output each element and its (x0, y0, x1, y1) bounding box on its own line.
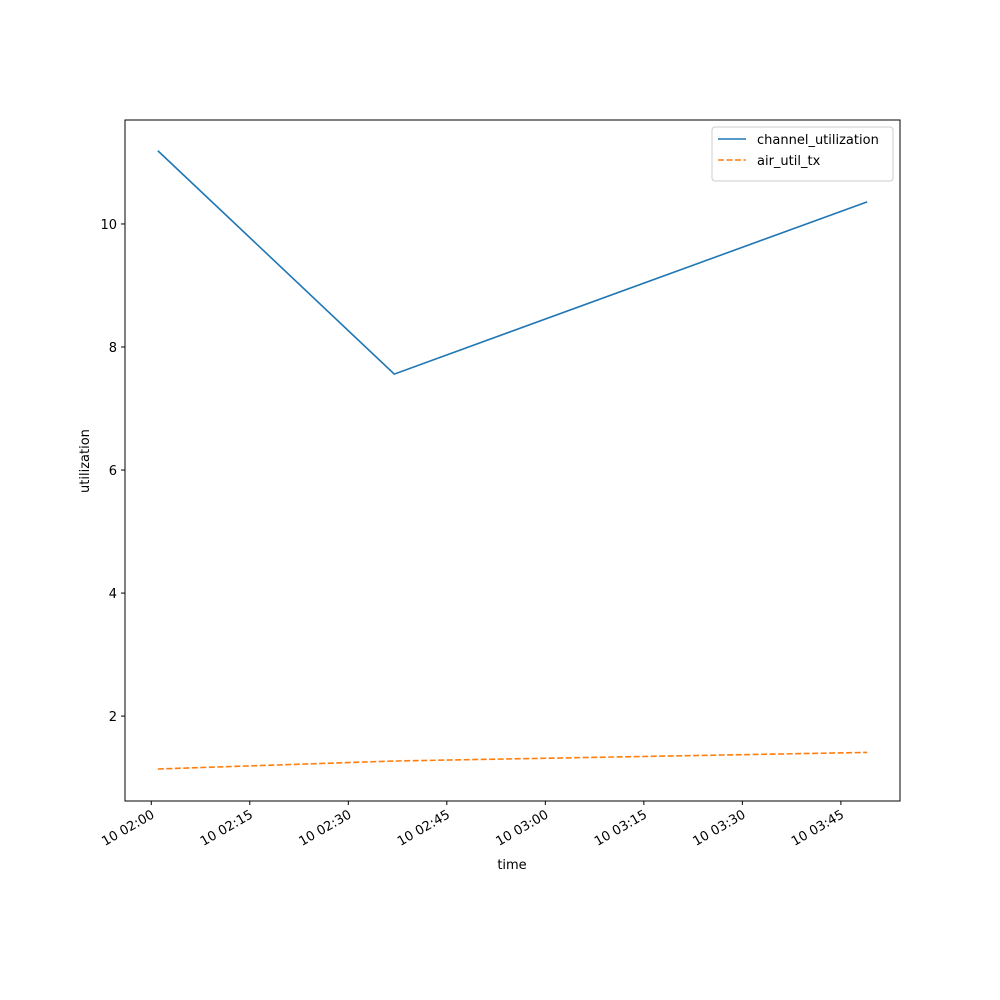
y-tick-label: 6 (109, 464, 117, 479)
plot-frame (124, 119, 901, 802)
y-axis-label: utilization (78, 429, 93, 493)
y-tick-label: 8 (109, 341, 117, 356)
data-line (157, 150, 868, 375)
legend-label: channel_utilization (757, 133, 879, 148)
y-tick-label: 4 (109, 587, 117, 602)
legend-label: air_util_tx (757, 154, 821, 169)
x-axis-label: time (497, 858, 526, 873)
y-tick-label: 2 (109, 710, 117, 725)
legend-box (711, 126, 894, 182)
data-line (157, 751, 868, 770)
y-tick-label: 10 (100, 218, 117, 233)
